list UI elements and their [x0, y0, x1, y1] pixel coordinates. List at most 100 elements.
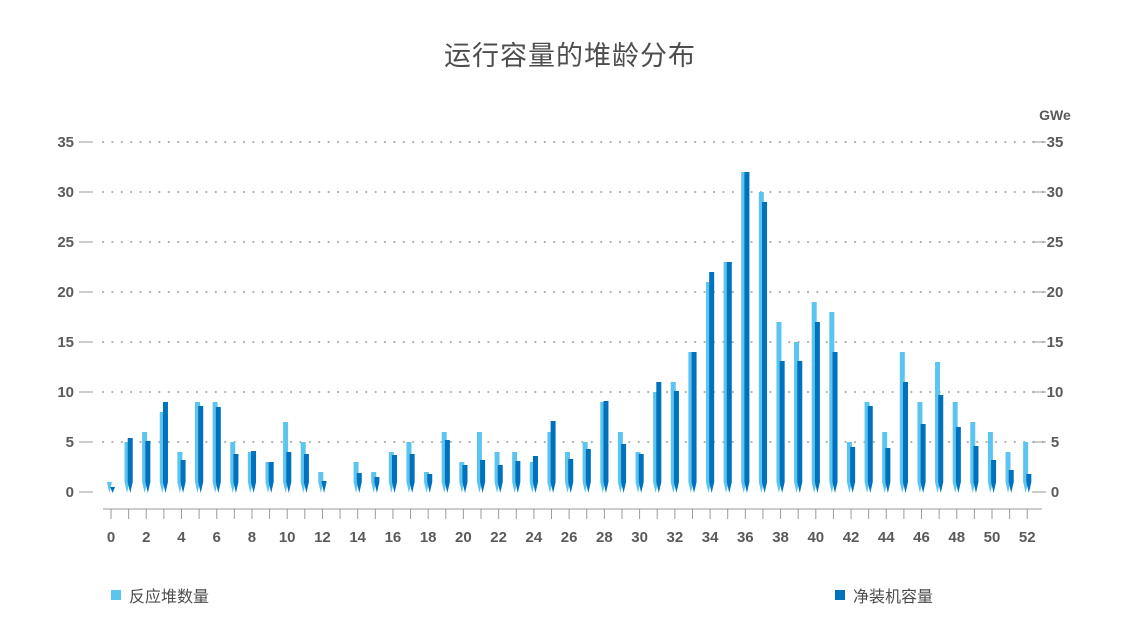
bar-capacity: [374, 477, 380, 493]
x-tick-label: 52: [1019, 529, 1036, 546]
bar-capacity: [744, 172, 750, 493]
y-tick-label-right: 30: [1047, 184, 1064, 201]
y-tick-label-left: 0: [66, 484, 74, 501]
x-tick-label: 34: [702, 529, 719, 546]
bar-capacity: [920, 424, 926, 493]
y-tick-label-left: 20: [57, 284, 74, 301]
unit-label: GWe: [1039, 107, 1071, 123]
bar-capacity: [762, 202, 768, 493]
x-tick-label: 22: [490, 529, 507, 546]
x-tick-label: 0: [107, 529, 115, 546]
x-tick-label: 28: [596, 529, 613, 546]
bar-capacity: [955, 427, 961, 493]
bar-capacity: [515, 461, 521, 493]
chart-title: 运行容量的堆龄分布: [444, 41, 696, 72]
bar-capacity: [427, 474, 433, 493]
x-tick-label: 50: [984, 529, 1001, 546]
y-tick-label-right: 0: [1051, 484, 1059, 501]
bar-capacity: [268, 462, 274, 493]
bar-capacity: [850, 447, 856, 493]
y-tick-label-right: 15: [1047, 334, 1064, 351]
x-tick-label: 44: [878, 529, 895, 546]
bar-capacity: [709, 272, 715, 493]
bar-capacity: [814, 322, 820, 493]
bar-reactors: [106, 482, 112, 493]
x-tick-label: 6: [213, 529, 221, 546]
bar-capacity: [638, 454, 644, 493]
x-tick-label: 2: [142, 529, 150, 546]
bar-capacity: [621, 444, 627, 493]
bar-capacity: [480, 460, 486, 493]
x-tick-label: 20: [455, 529, 472, 546]
x-tick-label: 30: [631, 529, 648, 546]
bar-capacity: [603, 401, 609, 493]
bar-capacity: [991, 460, 997, 493]
y-tick-label-right: 10: [1047, 384, 1064, 401]
bar-capacity: [198, 406, 204, 493]
bar-capacity: [321, 481, 327, 493]
bars: [106, 172, 1032, 493]
y-tick-label-left: 10: [57, 384, 74, 401]
y-tick-label-left: 15: [57, 334, 74, 351]
bar-capacity: [215, 407, 221, 493]
bar-capacity: [797, 361, 803, 493]
y-tick-label-right: 25: [1047, 234, 1064, 251]
bar-capacity: [691, 352, 697, 493]
x-tick-label: 8: [248, 529, 256, 546]
bar-capacity: [233, 454, 239, 493]
legend-item-capacity: 净装机容量: [835, 583, 933, 607]
x-tick-label: 26: [561, 529, 578, 546]
x-tick-label: 4: [177, 529, 186, 546]
x-tick-label: 32: [666, 529, 683, 546]
bar-capacity: [145, 441, 151, 493]
y-tick-label-right: 5: [1051, 434, 1059, 451]
bar-capacity: [462, 465, 468, 493]
x-tick-label: 16: [385, 529, 402, 546]
bar-capacity: [162, 402, 168, 493]
bar-capacity: [550, 421, 556, 493]
bar-capacity: [585, 449, 591, 493]
bar-capacity: [673, 391, 679, 493]
bar-capacity: [251, 451, 257, 493]
x-tick-label: 40: [807, 529, 824, 546]
y-tick-label-left: 35: [57, 134, 74, 151]
x-tick-label: 18: [420, 529, 437, 546]
bar-capacity: [409, 454, 415, 493]
x-tick-label: 14: [349, 529, 366, 546]
bar-capacity: [497, 465, 503, 493]
x-tick-label: 12: [314, 529, 331, 546]
bar-capacity: [180, 460, 186, 493]
bar-capacity: [1008, 470, 1014, 493]
bar-capacity: [885, 448, 891, 493]
bar-capacity: [568, 459, 574, 493]
legend-label-capacity: 净装机容量: [853, 587, 934, 606]
bar-capacity: [444, 440, 450, 493]
x-tick-label: 36: [737, 529, 754, 546]
bar-capacity: [832, 352, 838, 493]
y-tick-label-right: 20: [1047, 284, 1064, 301]
bar-capacity: [356, 473, 362, 493]
grid-lines: [79, 140, 1052, 519]
bar-capacity: [938, 395, 944, 493]
x-tick-label: 10: [279, 529, 296, 546]
legend-item-reactors: 反应堆数量: [111, 583, 209, 607]
bar-capacity: [286, 452, 292, 493]
bar-capacity: [656, 382, 662, 493]
y-tick-label-left: 25: [57, 234, 74, 251]
bar-capacity: [303, 454, 309, 493]
bar-capacity: [903, 382, 908, 493]
x-tick-label: 38: [772, 529, 789, 546]
x-tick-label: 46: [913, 529, 930, 546]
bar-capacity: [779, 361, 785, 493]
legend-swatch-capacity: [835, 590, 845, 600]
bar-capacity: [392, 455, 398, 493]
y-tick-label-right: 35: [1047, 134, 1064, 151]
bar-capacity: [1026, 474, 1032, 493]
bar-reactors: [318, 472, 324, 493]
bar-capacity: [726, 262, 732, 493]
legend-swatch-reactors: [111, 590, 121, 600]
y-tick-label-left: 30: [57, 184, 74, 201]
bar-capacity: [867, 406, 873, 493]
